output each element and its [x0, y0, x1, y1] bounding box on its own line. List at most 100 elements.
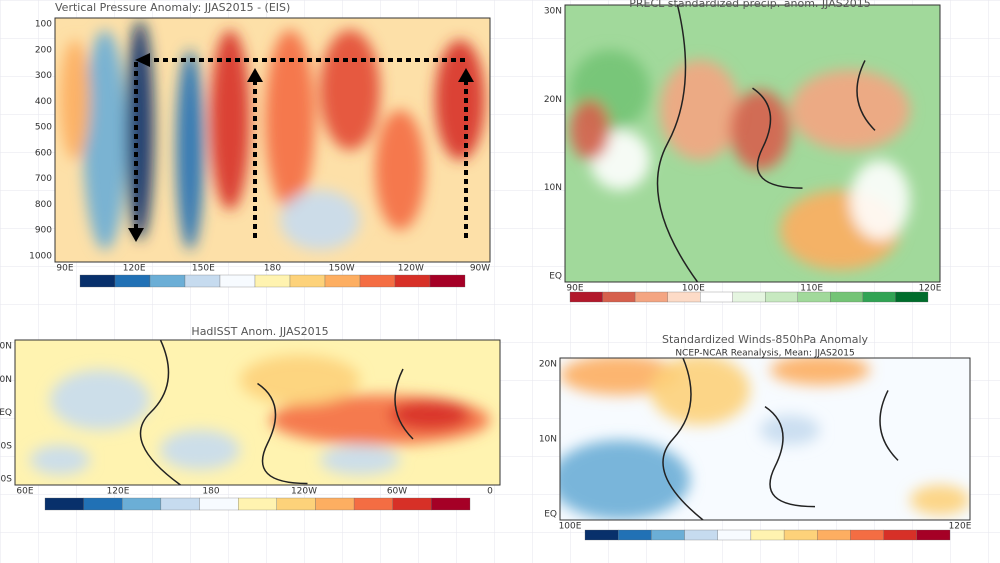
colorbar-cell [732, 291, 766, 303]
colorbar-cell [634, 291, 668, 303]
y-axis-label: 800 [35, 200, 52, 210]
x-axis-label: 150W [329, 264, 355, 274]
map-frame [564, 4, 941, 283]
panel-title: PRECL standardized precip. anom. JJAS201… [629, 0, 870, 10]
colorbar-cell [83, 497, 123, 511]
panel-title: Vertical Pressure Anomaly: JJAS2015 - (E… [55, 1, 290, 14]
y-axis-label: 400 [35, 97, 52, 107]
colorbar-cell [122, 497, 162, 511]
map-field [55, 18, 490, 262]
y-axis-label: 30N [544, 7, 562, 17]
colorbar-cell [569, 291, 603, 303]
anomaly-region [850, 160, 910, 240]
x-axis-label: 100E [559, 522, 582, 532]
y-axis-label: 700 [35, 174, 52, 184]
colorbar-cell [431, 497, 471, 511]
colorbar-cell [916, 529, 951, 541]
colorbar-cell [289, 274, 326, 288]
y-axis-label: 100 [35, 20, 52, 30]
map-panel: PRECL standardized precip. anom. JJAS201… [544, 0, 942, 303]
colorbar-cell [651, 529, 685, 541]
anomaly-region [570, 100, 610, 160]
colorbar-cell [394, 274, 431, 288]
anomaly-region [176, 50, 204, 250]
anomaly-region [730, 90, 790, 170]
anomaly-blobs [60, 20, 485, 250]
colorbar-cell [219, 274, 256, 288]
colorbar-cell [862, 291, 896, 303]
coastline [656, 5, 876, 282]
y-axis-label: 900 [35, 226, 52, 236]
y-axis-label: 10N [544, 183, 562, 193]
colorbar-cell [79, 274, 116, 288]
map-field [560, 358, 970, 520]
colorbar-cell [783, 529, 818, 541]
anomaly-region [560, 440, 690, 520]
colorbar-cell [830, 291, 864, 303]
anomaly-region [375, 110, 425, 230]
colorbar-cell [667, 291, 701, 303]
anomaly-region [320, 30, 380, 150]
anomaly-region [30, 445, 90, 475]
anomaly-region [126, 20, 154, 240]
map-frame [54, 17, 491, 263]
anomaly-region [910, 485, 970, 515]
x-axis-label: 0 [487, 487, 493, 497]
y-axis-label: EQ [0, 408, 12, 418]
x-axis-label: 90W [470, 264, 490, 274]
anomaly-region [50, 370, 150, 430]
colorbar-cell [184, 274, 221, 288]
x-axis-label: 90E [566, 284, 583, 294]
colorbar-cell [850, 529, 884, 541]
anomaly-blobs [30, 355, 490, 475]
colorbar-cell [700, 291, 733, 303]
colorbar-cell [817, 529, 851, 541]
x-axis-label: 150E [192, 264, 215, 274]
colorbar-cell [199, 497, 239, 511]
x-axis-label: 60E [16, 487, 33, 497]
x-axis-label: 120E [919, 284, 942, 294]
x-axis-label: 100E [682, 284, 705, 294]
anomaly-region [660, 60, 740, 160]
x-axis-label: 120E [949, 522, 972, 532]
colorbar-cell [429, 274, 466, 288]
x-axis-label: 120W [398, 264, 424, 274]
map-frame [14, 339, 501, 486]
anomaly-region [265, 30, 315, 210]
anomaly-region [210, 30, 250, 210]
map-frame [559, 357, 971, 521]
panel-title: HadISST Anom. JJAS2015 [191, 325, 328, 338]
colorbar-cell [44, 497, 84, 511]
colorbar-cell [750, 529, 785, 541]
map-panel: HadISST Anom. JJAS2015 60N 30N EQ 30S 60S 60E 1… [0, 325, 501, 511]
colorbar-cell [895, 291, 929, 303]
y-axis-label: 1000 [29, 252, 52, 262]
map-field [15, 340, 500, 485]
colorbar-cell [315, 497, 355, 511]
map-panel: Vertical Pressure Anomaly: JJAS2015 - (E… [29, 1, 491, 288]
arrows [134, 58, 468, 240]
y-axis-label: 30S [0, 441, 12, 451]
map-field [565, 5, 940, 282]
y-axis-label: 10N [539, 435, 557, 445]
colorbar-cell [684, 529, 718, 541]
colorbar-cell [602, 291, 636, 303]
colorbar-cell [797, 291, 831, 303]
anomaly-region [770, 358, 870, 385]
y-axis-label: 30N [0, 375, 12, 385]
y-axis-label: 600 [35, 148, 52, 158]
colorbar-cell [765, 291, 798, 303]
x-axis-label: 180 [264, 264, 281, 274]
colorbar-cell [392, 497, 432, 511]
y-axis-label: 20N [544, 95, 562, 105]
anomaly-region [435, 40, 485, 160]
y-axis-label: 500 [35, 123, 52, 133]
colorbar-cell [359, 274, 396, 288]
anomaly-region [83, 30, 127, 250]
colorbar-cell [114, 274, 151, 288]
colorbar-cell [324, 274, 361, 288]
colorbar-cell [717, 529, 752, 541]
anomaly-region [160, 430, 240, 470]
y-axis-label: 60S [0, 475, 12, 485]
anomaly-region [240, 355, 360, 405]
